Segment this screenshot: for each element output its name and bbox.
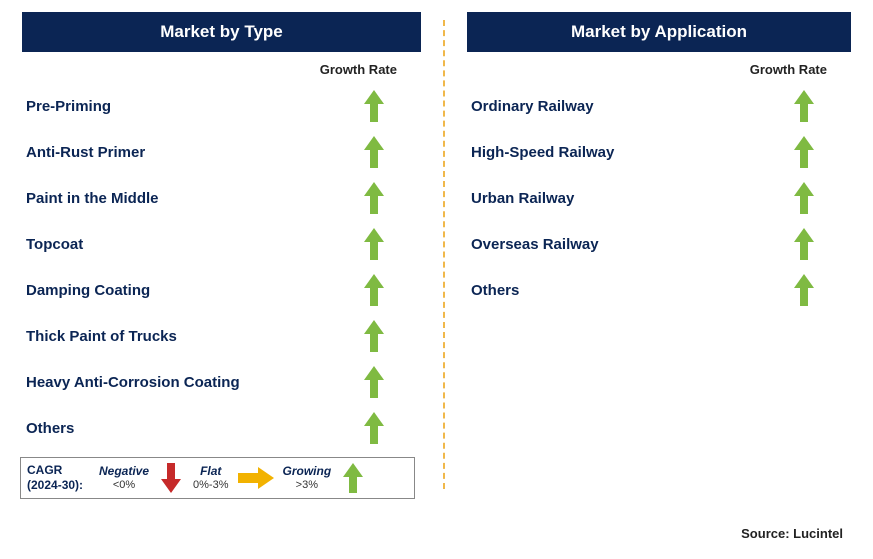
legend-cagr-line2: (2024-30): [27, 478, 91, 493]
legend-growing-label: Growing [283, 464, 332, 478]
legend-flat-range: 0%-3% [193, 479, 228, 492]
left-item-label: Anti-Rust Primer [26, 144, 145, 161]
legend-flat-label: Flat [200, 464, 221, 478]
right-item-label: Others [471, 282, 519, 299]
left-item-row: Thick Paint of Trucks [18, 313, 425, 359]
right-panel: Market by Application Growth Rate Ordina… [445, 12, 855, 559]
legend-growing: Growing >3% [283, 464, 332, 492]
right-item-row: Ordinary Railway [463, 83, 855, 129]
legend-flat: Flat 0%-3% [193, 464, 228, 492]
arrow-up-icon [789, 274, 819, 306]
source-label: Source: Lucintel [741, 526, 843, 541]
left-item-label: Thick Paint of Trucks [26, 328, 177, 345]
right-item-row: Others [463, 267, 855, 313]
left-item-label: Others [26, 420, 74, 437]
arrow-up-icon [789, 228, 819, 260]
left-items: Pre-Priming Anti-Rust Primer Paint in the … [18, 83, 425, 451]
arrow-up-icon [359, 274, 389, 306]
chart-container: Market by Type Growth Rate Pre-Priming An… [0, 0, 873, 559]
legend-cagr-line1: CAGR [27, 463, 91, 478]
left-item-label: Heavy Anti-Corrosion Coating [26, 374, 240, 391]
arrow-up-icon [359, 182, 389, 214]
right-item-row: High-Speed Railway [463, 129, 855, 175]
arrow-up-icon [789, 182, 819, 214]
left-item-row: Damping Coating [18, 267, 425, 313]
right-growth-label: Growth Rate [463, 62, 855, 77]
left-item-label: Damping Coating [26, 282, 150, 299]
legend-negative-label: Negative [99, 464, 149, 478]
legend: CAGR (2024-30): Negative <0% Flat 0%-3% … [20, 457, 415, 499]
arrow-up-icon [789, 136, 819, 168]
left-item-row: Heavy Anti-Corrosion Coating [18, 359, 425, 405]
left-item-row: Anti-Rust Primer [18, 129, 425, 175]
right-item-label: Urban Railway [471, 190, 574, 207]
left-item-row: Pre-Priming [18, 83, 425, 129]
left-growth-label: Growth Rate [18, 62, 425, 77]
left-item-label: Paint in the Middle [26, 190, 159, 207]
arrow-up-icon [339, 463, 367, 493]
arrow-up-icon [789, 90, 819, 122]
arrow-up-icon [359, 90, 389, 122]
right-item-row: Urban Railway [463, 175, 855, 221]
arrow-up-icon [359, 366, 389, 398]
right-item-label: High-Speed Railway [471, 144, 614, 161]
right-item-label: Overseas Railway [471, 236, 599, 253]
legend-cagr: CAGR (2024-30): [27, 463, 91, 493]
arrow-up-icon [359, 228, 389, 260]
left-panel-header: Market by Type [22, 12, 421, 52]
right-panel-header: Market by Application [467, 12, 851, 52]
left-item-label: Topcoat [26, 236, 83, 253]
left-item-row: Paint in the Middle [18, 175, 425, 221]
legend-negative: Negative <0% [99, 464, 149, 492]
arrow-down-icon [157, 463, 185, 493]
arrow-right-icon [237, 467, 275, 489]
arrow-up-icon [359, 412, 389, 444]
left-panel: Market by Type Growth Rate Pre-Priming An… [18, 12, 443, 559]
arrow-up-icon [359, 136, 389, 168]
right-item-row: Overseas Railway [463, 221, 855, 267]
arrow-up-icon [359, 320, 389, 352]
left-item-label: Pre-Priming [26, 98, 111, 115]
left-item-row: Topcoat [18, 221, 425, 267]
right-items: Ordinary Railway High-Speed Railway Urban … [463, 83, 855, 313]
legend-growing-range: >3% [296, 479, 318, 492]
legend-negative-range: <0% [113, 479, 135, 492]
left-item-row: Others [18, 405, 425, 451]
right-item-label: Ordinary Railway [471, 98, 594, 115]
